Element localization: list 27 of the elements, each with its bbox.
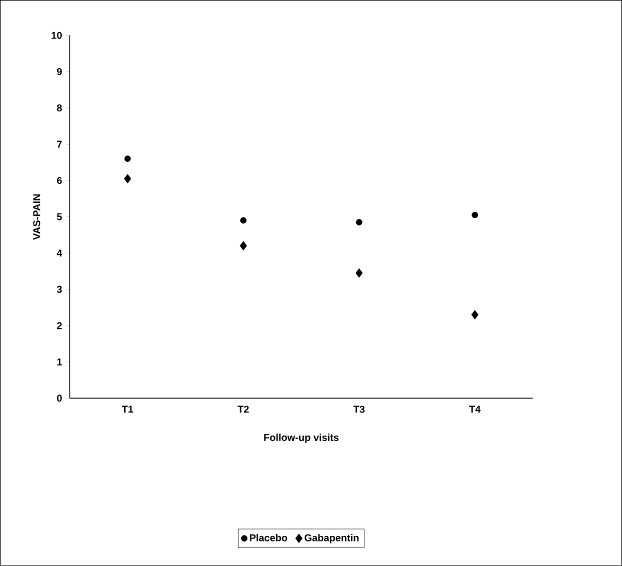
point (124, 156, 131, 162)
x-tick-label: T1 (122, 406, 134, 413)
y-tick-label: 8 (56, 104, 62, 112)
y-tick-label: 5 (56, 213, 62, 220)
y-tick-label: 10 (52, 32, 62, 39)
point (356, 268, 363, 278)
y-axis-title: VAS-PAIN (33, 194, 40, 240)
x-tick-label: T3 (353, 406, 365, 413)
y-tick-label: 1 (57, 358, 62, 366)
y-tick-label: 3 (56, 286, 62, 293)
y-tick-label: 7 (57, 140, 62, 148)
point (124, 174, 132, 184)
point (356, 219, 362, 226)
point (472, 212, 478, 218)
x-tick-label: T4 (469, 406, 481, 413)
y-tick-label: 9 (56, 68, 62, 76)
y-tick-label: 4 (56, 250, 62, 257)
point (240, 241, 247, 251)
x-axis-title: Follow-up visits (264, 434, 339, 444)
legend-label: Gabapentin (304, 534, 359, 544)
y-tick-label: 0 (57, 394, 62, 402)
point (471, 310, 478, 320)
legend-label: Placebo (250, 534, 288, 542)
y-tick-label: 6 (57, 177, 62, 184)
y-tick-label: 2 (56, 322, 62, 330)
x-tick-label: T2 (238, 406, 249, 413)
point (240, 217, 247, 224)
